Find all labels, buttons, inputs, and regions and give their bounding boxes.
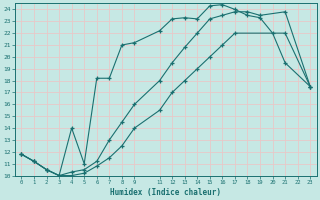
X-axis label: Humidex (Indice chaleur): Humidex (Indice chaleur) (110, 188, 221, 197)
